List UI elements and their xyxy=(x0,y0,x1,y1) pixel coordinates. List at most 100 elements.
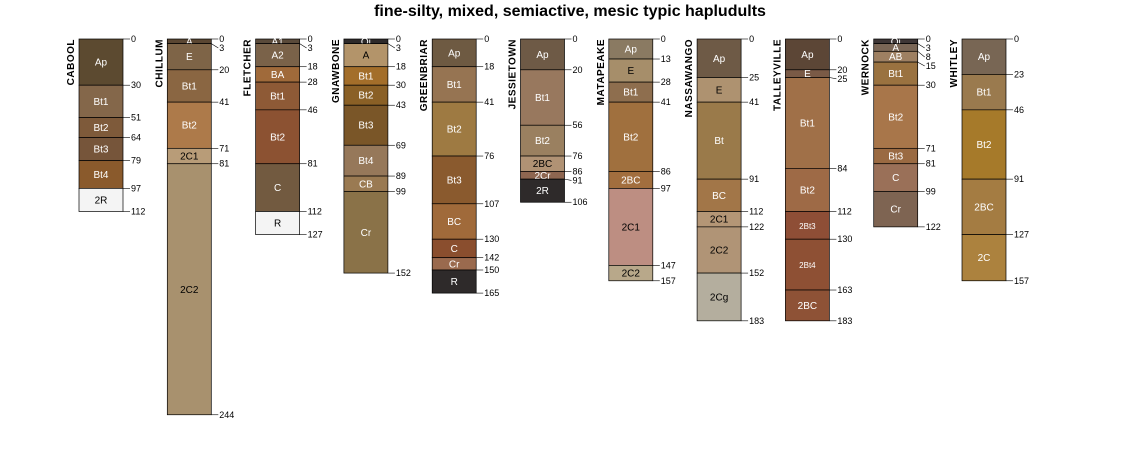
profile-name: JESSIETOWN xyxy=(508,39,519,109)
depth-label: 28 xyxy=(661,77,671,87)
depth-label: 81 xyxy=(926,159,936,169)
horizon-e xyxy=(696,77,742,103)
horizon-bt1 xyxy=(166,69,212,103)
horizon-label: Oi xyxy=(891,37,901,48)
horizon-label: Bt2 xyxy=(888,112,903,123)
horizon-label: Cr xyxy=(890,205,901,216)
depth-label: 56 xyxy=(573,120,583,130)
depth-label: 183 xyxy=(837,316,852,326)
horizon-label: Ap xyxy=(801,50,814,61)
horizon-label: 2Cr xyxy=(534,171,551,182)
horizon-label: A1 xyxy=(271,37,284,48)
horizon-label: 2BC xyxy=(533,159,552,170)
horizon-bt1 xyxy=(785,77,830,169)
horizon-label: Ap xyxy=(448,48,461,59)
depth-label: 0 xyxy=(661,34,666,44)
depth-label: 122 xyxy=(926,222,941,232)
horizon-label: Bt2 xyxy=(535,136,550,147)
horizon-label: Bt3 xyxy=(888,152,903,163)
horizon-bt1 xyxy=(255,81,300,111)
profile-name: GREENBRIAR xyxy=(419,39,430,112)
depth-label: 112 xyxy=(308,206,322,216)
horizon-r xyxy=(255,211,300,235)
depth-label: 142 xyxy=(484,253,499,263)
depth-label: 41 xyxy=(219,97,229,107)
depth-label: 86 xyxy=(573,166,583,176)
depth-label: 0 xyxy=(131,34,136,44)
profile-name: GNAWBONE xyxy=(331,39,342,103)
horizon-label: R xyxy=(274,219,281,230)
horizon-label: BA xyxy=(271,70,285,81)
horizon-label: Cr xyxy=(361,228,372,239)
depth-label: 41 xyxy=(749,97,759,107)
horizon-bt2 xyxy=(785,168,830,212)
depth-label: 71 xyxy=(926,143,936,153)
horizon-bt2 xyxy=(520,124,565,157)
depth-label: 71 xyxy=(219,143,229,153)
depth-label: 0 xyxy=(926,34,931,44)
profile-cabool: CABOOL Ap Bt1 Bt2 Bt3 Bt4 2R 0 30 51 64 79 97 112 xyxy=(66,34,145,216)
depth-label: 152 xyxy=(749,268,764,278)
horizon-bt1 xyxy=(78,84,124,118)
profile-name: TALLEYVILLE xyxy=(772,39,783,111)
profile-name: CHILLUM xyxy=(154,39,165,88)
horizon-bt4 xyxy=(78,160,124,189)
horizon-label: 2C1 xyxy=(710,215,729,226)
horizon-c xyxy=(255,163,300,212)
horizon-bt3 xyxy=(431,155,477,205)
horizon-label: C xyxy=(892,173,899,184)
horizon-label: Ap xyxy=(536,50,549,61)
horizon-label: Bt xyxy=(714,136,724,147)
horizon-label: Bt2 xyxy=(182,121,197,132)
profile-greenbriar: GREENBRIAR Ap Bt1 Bt2 Bt3 BC C Cr R 0 18 41 76 107 130… xyxy=(419,34,499,298)
profile-name: WHITLEY xyxy=(949,39,960,88)
profile-name: WERNOCK xyxy=(861,39,872,96)
depth-label: 97 xyxy=(661,183,671,193)
horizon-label: 2R xyxy=(536,186,549,197)
depth-label: 23 xyxy=(1014,69,1024,79)
horizon-label: Bt4 xyxy=(358,156,373,167)
depth-label: 51 xyxy=(131,113,141,123)
horizon-label: Bt2 xyxy=(93,123,108,134)
horizon-bt1 xyxy=(520,69,565,126)
horizon-label: Ap xyxy=(978,52,991,63)
depth-label: 122 xyxy=(749,222,764,232)
depth-leader xyxy=(917,61,925,67)
horizon-label: E xyxy=(627,66,634,77)
depth-label: 163 xyxy=(837,285,852,295)
horizon-label: Bt1 xyxy=(623,88,638,99)
depth-label: 30 xyxy=(396,80,406,90)
depth-label: 0 xyxy=(573,34,578,44)
horizon-label: 2BC xyxy=(621,175,640,186)
depth-label: 28 xyxy=(308,77,318,87)
horizon-bt2 xyxy=(961,109,1007,180)
horizon-label: Bt1 xyxy=(535,93,550,104)
horizon-ap xyxy=(785,38,830,71)
horizon-label: Bt3 xyxy=(93,145,108,156)
depth-label: 99 xyxy=(396,186,406,196)
depth-label: 106 xyxy=(573,197,588,207)
depth-label: 183 xyxy=(749,316,764,326)
depth-label: 0 xyxy=(749,34,754,44)
horizon-label: Bt3 xyxy=(447,175,462,186)
horizon-bt2 xyxy=(431,101,477,157)
depth-label: 30 xyxy=(131,80,141,90)
horizon-label: Ap xyxy=(713,54,726,65)
depth-leader xyxy=(564,178,572,181)
horizon-label: Bt2 xyxy=(976,140,991,151)
depth-label: 112 xyxy=(749,206,763,216)
horizon-label: 2BC xyxy=(798,301,817,312)
profile-fletcher: FLETCHER A1 A2 BA Bt1 Bt2 C R 03 18 28 46 81 112 127 xyxy=(243,34,323,240)
depth-label: 3 xyxy=(219,43,224,53)
depth-leader xyxy=(829,77,837,80)
depth-leader xyxy=(387,43,396,49)
depth-label: 0 xyxy=(308,34,313,44)
horizon-label: Bt3 xyxy=(358,121,373,132)
depth-label: 147 xyxy=(661,260,676,270)
horizon-label: Bt2 xyxy=(623,132,638,143)
horizon-label: Bt2 xyxy=(270,132,285,143)
depth-label: 18 xyxy=(484,62,494,72)
depth-label: 79 xyxy=(131,156,141,166)
horizon-bt2 xyxy=(873,84,919,149)
